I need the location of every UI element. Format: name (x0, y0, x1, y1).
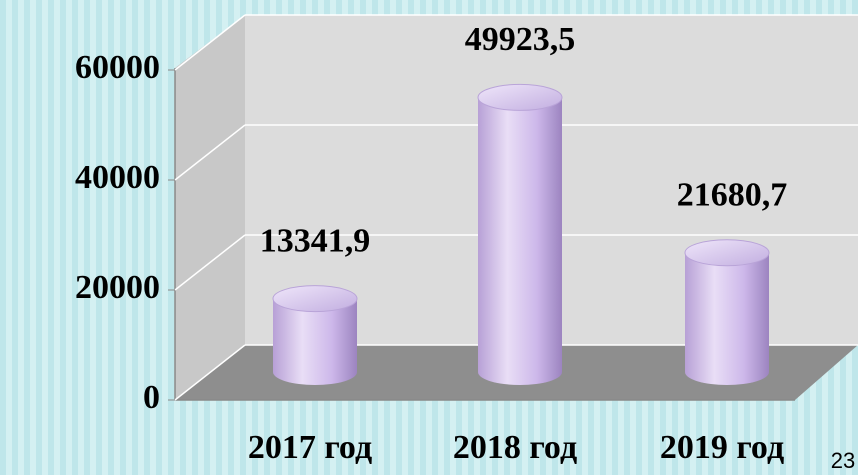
y-tick-label: 20000 (75, 269, 160, 306)
grid-line (174, 14, 246, 71)
value-label: 21680,7 (677, 177, 788, 214)
value-label: 13341,9 (260, 222, 371, 259)
y-tick-label: 60000 (75, 49, 160, 86)
bar (273, 298, 357, 385)
grid-line (174, 124, 246, 181)
bar (685, 252, 769, 385)
bar (478, 97, 562, 386)
x-tick-label: 2017 год (248, 429, 372, 466)
x-tick-label: 2018 год (453, 429, 577, 466)
bar-top (684, 239, 770, 267)
y-tick-label: 40000 (75, 159, 160, 196)
x-tick-label: 2019 год (660, 429, 784, 466)
bar-top (272, 285, 358, 313)
grid-line (174, 234, 246, 291)
y-tick-label: 0 (143, 379, 160, 416)
left-wall (175, 15, 245, 400)
grid-line (174, 344, 246, 401)
slide-number: 23 (831, 448, 855, 473)
bar-top (477, 83, 563, 111)
value-label: 49923,5 (465, 21, 576, 58)
